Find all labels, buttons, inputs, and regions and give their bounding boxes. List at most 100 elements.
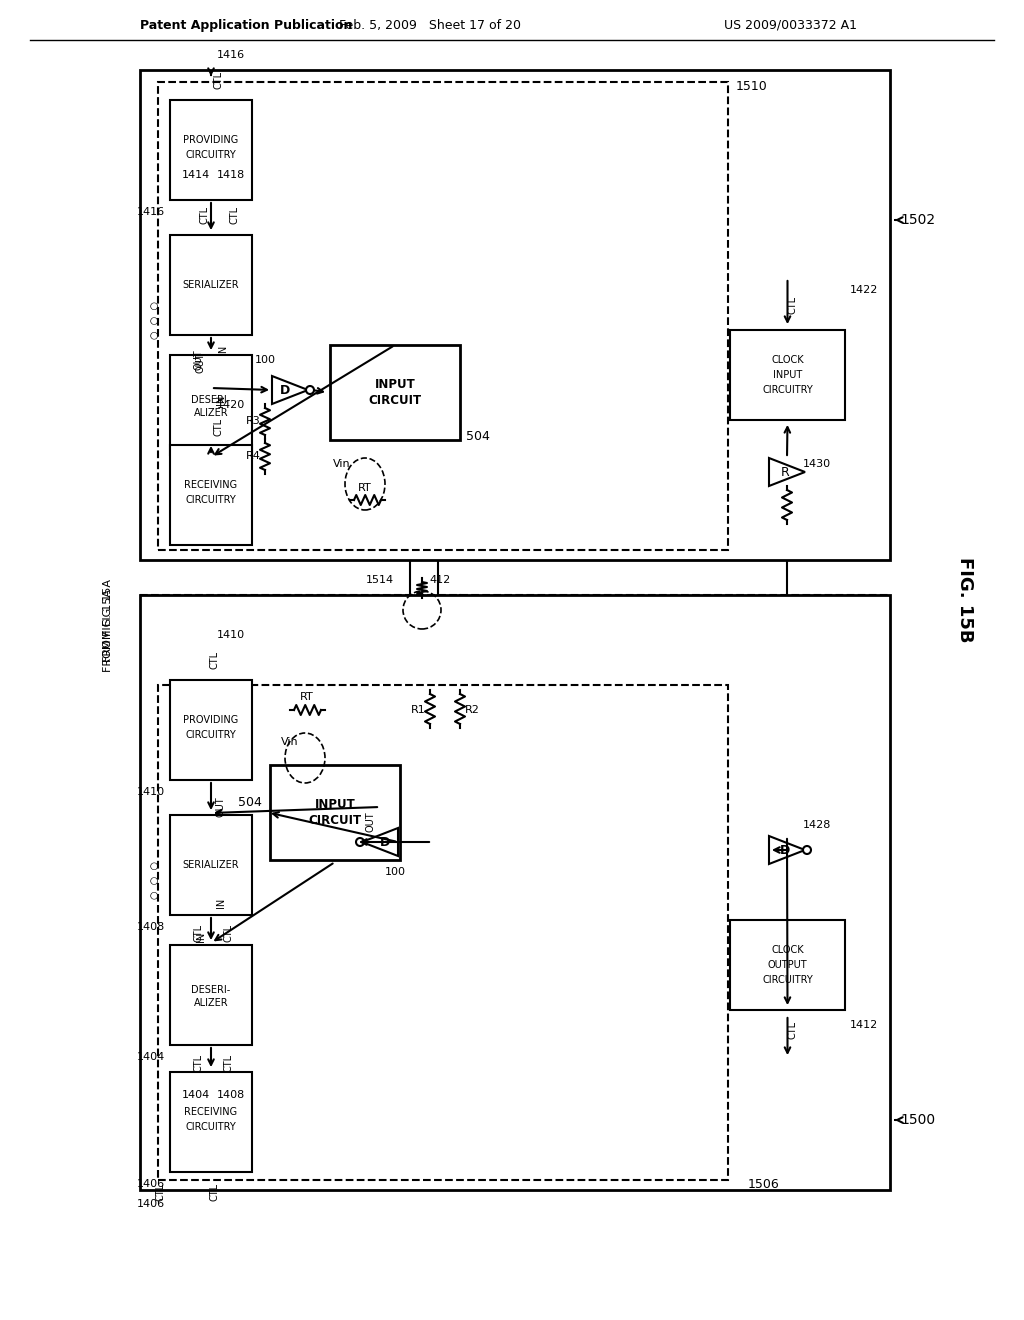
Bar	[730, 920, 845, 1010]
Text: INPUT: INPUT	[314, 799, 355, 810]
Text: 1430: 1430	[803, 459, 831, 469]
Bar	[330, 345, 460, 440]
Text: CIRCUITRY: CIRCUITRY	[185, 495, 237, 506]
Text: SERIALIZER: SERIALIZER	[182, 280, 240, 290]
Circle shape	[306, 385, 314, 393]
Bar	[170, 814, 252, 915]
Text: CIRCUIT: CIRCUIT	[369, 393, 422, 407]
Text: FROM FIG. 15A: FROM FIG. 15A	[103, 578, 113, 661]
Text: IN: IN	[218, 345, 228, 355]
Text: CTL: CTL	[229, 206, 239, 224]
Text: Patent Application Publication: Patent Application Publication	[140, 18, 352, 32]
Circle shape	[356, 838, 364, 846]
Text: R4: R4	[246, 451, 260, 461]
Text: 100: 100	[255, 355, 275, 366]
Bar	[140, 595, 890, 1191]
Bar	[170, 100, 252, 201]
Bar	[730, 330, 845, 420]
Text: RECEIVING: RECEIVING	[184, 1107, 238, 1117]
Text: CLOCK: CLOCK	[771, 355, 804, 366]
Text: INPUT: INPUT	[773, 370, 802, 380]
Text: SERIALIZER: SERIALIZER	[182, 861, 240, 870]
Text: CTL: CTL	[224, 1053, 234, 1072]
Text: OUTPUT: OUTPUT	[768, 960, 807, 970]
Text: ALIZER: ALIZER	[194, 998, 228, 1008]
Text: 1510: 1510	[736, 81, 768, 94]
Text: CLOCK: CLOCK	[771, 945, 804, 954]
Text: IN: IN	[216, 395, 226, 405]
Text: 1410: 1410	[217, 630, 245, 640]
Text: 1514: 1514	[366, 576, 394, 585]
Text: 1410: 1410	[137, 787, 165, 797]
Text: D: D	[380, 836, 390, 849]
Text: 504: 504	[466, 430, 489, 444]
Bar	[170, 680, 252, 780]
Text: IN: IN	[196, 932, 206, 942]
Text: 100: 100	[384, 867, 406, 876]
Text: 1416: 1416	[217, 50, 245, 59]
Text: 1506: 1506	[748, 1179, 779, 1192]
Text: R3: R3	[246, 416, 260, 426]
Bar	[170, 355, 252, 455]
Text: Feb. 5, 2009   Sheet 17 of 20: Feb. 5, 2009 Sheet 17 of 20	[339, 18, 521, 32]
Text: OUT: OUT	[196, 352, 206, 372]
Text: CTL: CTL	[199, 206, 209, 224]
Text: CTL: CTL	[155, 1183, 165, 1201]
Text: Vin: Vin	[333, 459, 351, 469]
Text: CTL: CTL	[194, 924, 204, 942]
Text: 1422: 1422	[850, 285, 879, 294]
Text: CTL: CTL	[194, 1053, 204, 1072]
Text: CIRCUITRY: CIRCUITRY	[762, 385, 813, 395]
Text: CTL: CTL	[787, 296, 798, 314]
Text: OUT: OUT	[216, 797, 226, 817]
Text: 1418: 1418	[217, 170, 245, 180]
Text: PROVIDING: PROVIDING	[183, 135, 239, 145]
Text: CTL: CTL	[209, 1183, 219, 1201]
Text: IN: IN	[216, 898, 226, 908]
Text: 1408: 1408	[217, 1090, 245, 1100]
Text: R1: R1	[411, 705, 425, 715]
Text: 1404: 1404	[182, 1090, 210, 1100]
Text: 1408: 1408	[137, 921, 165, 932]
Bar	[158, 82, 728, 550]
Text: 1414: 1414	[182, 170, 210, 180]
Text: PROVIDING: PROVIDING	[183, 715, 239, 725]
Bar	[170, 235, 252, 335]
Text: CTL: CTL	[224, 924, 234, 942]
Text: R2: R2	[465, 705, 479, 715]
Text: RECEIVING: RECEIVING	[184, 480, 238, 490]
Text: R: R	[780, 466, 790, 479]
Text: 1420: 1420	[217, 400, 245, 411]
Text: CIRCUIT: CIRCUIT	[308, 814, 361, 828]
Bar	[170, 1072, 252, 1172]
Text: FROM FIG. 15A: FROM FIG. 15A	[103, 589, 113, 672]
Text: CIRCUITRY: CIRCUITRY	[185, 730, 237, 741]
Text: 1428: 1428	[803, 820, 831, 830]
Text: 1406: 1406	[137, 1179, 165, 1189]
Bar	[270, 766, 400, 861]
Bar	[170, 445, 252, 545]
Text: US 2009/0033372 A1: US 2009/0033372 A1	[724, 18, 856, 32]
Text: 1404: 1404	[137, 1052, 165, 1063]
Text: ○  ○  ○: ○ ○ ○	[150, 861, 160, 899]
Bar	[170, 945, 252, 1045]
Text: CIRCUITRY: CIRCUITRY	[762, 975, 813, 985]
Text: CIRCUITRY: CIRCUITRY	[185, 150, 237, 160]
Text: 1416: 1416	[137, 207, 165, 216]
Text: CTL: CTL	[214, 71, 224, 88]
Text: CTL: CTL	[214, 418, 224, 436]
Text: D: D	[780, 843, 791, 857]
Bar	[158, 685, 728, 1180]
Text: OUT: OUT	[194, 350, 204, 371]
Text: OUT: OUT	[365, 812, 375, 832]
Text: 1500: 1500	[900, 1113, 935, 1127]
Text: CTL: CTL	[787, 1020, 798, 1039]
Text: 504: 504	[238, 796, 262, 809]
Bar	[140, 70, 890, 560]
Text: RT: RT	[358, 483, 372, 492]
Text: 412: 412	[429, 576, 451, 585]
Text: CTL: CTL	[209, 651, 219, 669]
Text: DESERI-: DESERI-	[191, 985, 230, 995]
Text: CIRCUITRY: CIRCUITRY	[185, 1122, 237, 1133]
Text: DESERI-: DESERI-	[191, 395, 230, 405]
